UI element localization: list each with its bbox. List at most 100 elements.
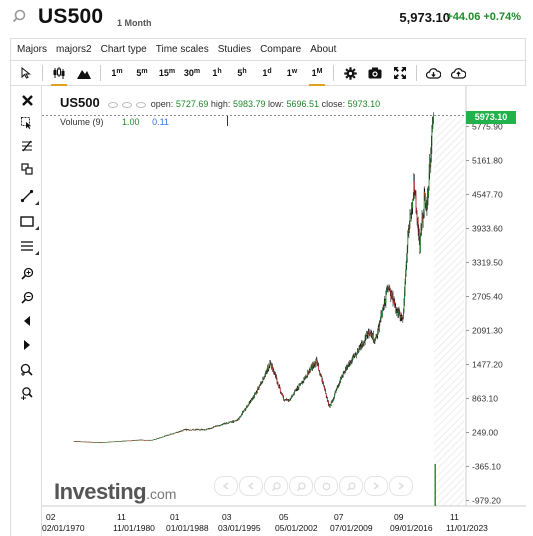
fullscreen-button[interactable] [389,62,411,84]
candle-body [80,441,81,443]
candle-body [250,401,252,403]
cursor-icon [21,67,31,79]
candle-body [296,389,298,390]
rectangle-tool[interactable] [17,212,39,230]
y-tick-label: 2705.40 [472,292,503,302]
candle-body [210,428,212,429]
fibonacci-icon [22,140,32,152]
zoom-reset-tool[interactable] [17,384,37,402]
nav-zoom-in-button[interactable] [289,476,313,496]
fibonacci-tool[interactable] [17,137,37,155]
cursor-tool-button[interactable] [15,62,37,84]
menu-majors2[interactable]: majors2 [56,44,92,55]
candle-body [181,430,183,432]
pattern-tool[interactable] [17,160,37,178]
candle-body [418,233,420,239]
candle-body [172,433,173,435]
chart-area[interactable]: 5775.90 5161.80 4547.70 3933.60 3319.50 2705.… [42,86,526,536]
horizontal-lines-tool[interactable] [17,237,39,255]
nav-last-button[interactable] [389,476,413,496]
select-drawing-tool[interactable] [17,114,37,132]
cloud-upload-button[interactable] [447,62,469,84]
candle-body [172,433,174,435]
interval-30m-button[interactable]: 30 m [183,67,201,79]
zoom-in-all-tool[interactable] [17,360,37,378]
candle-body [274,374,276,377]
low-label: low: [268,99,285,109]
candle-body [253,396,255,398]
zoom-out-tool[interactable] [17,288,37,306]
nav-next-button[interactable] [364,476,388,496]
scroll-right-tool[interactable] [17,336,37,354]
close-drawing-tools-button[interactable] [17,91,37,109]
candle-body [228,422,230,424]
y-tick-label: 4547.70 [472,190,503,200]
candle-body [140,439,142,441]
nav-zoom-fit-button[interactable] [339,476,363,496]
candle-body [386,288,388,291]
candle-body [387,288,388,289]
nav-first-button[interactable] [214,476,238,496]
menu-compare[interactable]: Compare [260,44,302,55]
candle-body [397,311,399,316]
settings-circle-icon[interactable] [122,101,133,108]
candle-body [263,376,265,380]
nav-reset-button[interactable] [314,476,338,496]
eye-icon[interactable] [108,101,119,108]
menu-about[interactable]: About [310,44,337,55]
close-circle-icon[interactable] [136,101,147,108]
candle-body [405,265,407,275]
candle-body [242,411,243,415]
candle-body [108,441,110,443]
candle-body [105,442,107,443]
candle-body [246,406,248,408]
mountain-chart-button[interactable] [73,62,95,84]
nav-zoom-out-button[interactable] [264,476,288,496]
candle-body [312,363,314,367]
candle-body [331,400,333,402]
candle-body [106,442,108,443]
candle-body [85,441,86,443]
menu-studies[interactable]: Studies [217,44,252,55]
cloud-download-button[interactable] [422,62,444,84]
price-chart[interactable]: 5775.90 5161.80 4547.70 3933.60 3319.50 2705.… [42,86,526,536]
candle-body [349,362,351,364]
candlestick-chart-button[interactable] [48,62,70,86]
trend-line-tool[interactable] [17,187,39,205]
x-tick-label-top: 03 [222,512,232,522]
candle-body [121,441,123,442]
settings-button[interactable] [339,62,361,84]
candle-body [420,228,422,236]
candle-body [382,308,384,317]
search-icon[interactable] [12,9,26,28]
candle-body [316,359,318,365]
scroll-left-tool[interactable] [17,312,37,330]
menu-chart-type[interactable]: Chart type [100,44,147,55]
screenshot-button[interactable] [364,62,386,84]
candle-body [233,420,235,423]
candle-body [258,386,260,389]
candle-body [354,354,356,356]
candle-body [395,311,397,312]
zoom-in-tool[interactable] [17,264,37,282]
candle-body [388,286,390,289]
close-icon [21,94,33,106]
candle-body [327,400,329,402]
nav-prev-button[interactable] [239,476,263,496]
candle-body [337,384,339,388]
candle-body [115,441,117,443]
candle-body [431,131,433,146]
menu-time-scales[interactable]: Time scales [155,44,209,55]
zoom-in-icon [20,267,33,280]
menu-majors[interactable]: Majors [17,44,48,55]
candle-body [196,429,198,430]
interval-15m-button[interactable]: 15 m [158,67,176,79]
candle-body [192,429,194,430]
